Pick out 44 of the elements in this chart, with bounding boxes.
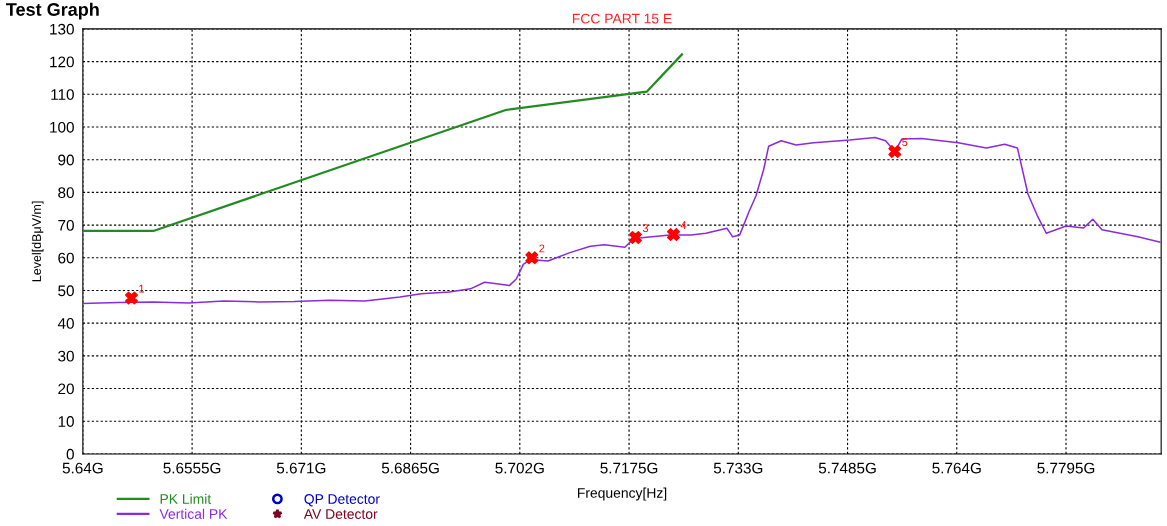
y-tick-label: 0 [66, 448, 74, 460]
y-axis-title: Level[dBμV/m] [31, 201, 44, 282]
y-tick-label: 70 [58, 219, 74, 231]
x-tick-label: 5.7795G [1037, 462, 1095, 474]
annotation: 4 [680, 221, 687, 230]
point [124, 291, 138, 305]
x-tick-label: 5.764G [932, 462, 981, 474]
chart-subtitle: FCC PART 15 E [572, 13, 672, 24]
point [525, 251, 539, 265]
y-tick-label: 50 [58, 285, 74, 297]
x-tick-label: 5.733G [713, 462, 763, 474]
legend-label: QP Detector [304, 494, 380, 507]
y-tick-label: 110 [51, 89, 74, 100]
legend-label: Vertical PK [159, 508, 228, 519]
y-tick-label: 80 [58, 187, 74, 199]
x-tick-label: 5.671G [276, 462, 326, 474]
y-tick-label: 30 [58, 350, 74, 362]
legend-label: AV Detector [303, 509, 378, 519]
x-tick-label: 5.6555G [163, 462, 221, 474]
y-tick-label: 40 [57, 318, 74, 329]
annotation: 3 [642, 224, 649, 233]
annotation: 5 [902, 138, 908, 147]
x-tick-label: 5.702G [495, 462, 544, 474]
legend-label: PK Limit [160, 493, 212, 504]
y-tick-label: 100 [50, 121, 74, 133]
chart-title: Test Graph [6, 2, 99, 20]
x-axis-title: Frequency[Hz] [578, 487, 667, 501]
point [888, 145, 902, 159]
y-tick-label: 130 [50, 23, 74, 35]
x-tick-label: 5.64G [62, 462, 103, 474]
y-tick-label: 120 [50, 56, 74, 68]
point [628, 231, 642, 245]
x-tick-label: 5.6865G [381, 462, 439, 474]
line-series [82, 136, 1161, 305]
point [666, 228, 680, 242]
x-tick-label: 5.7175G [600, 462, 658, 474]
x-tick-label: 5.7485G [818, 462, 876, 474]
annotation: 2 [539, 244, 545, 253]
y-tick-label: 10 [58, 416, 74, 427]
y-tick-label: 90 [58, 154, 74, 166]
line-series [82, 53, 684, 233]
y-tick-label: 20 [58, 383, 74, 395]
annotation: 1 [139, 284, 145, 293]
y-tick-label: 60 [58, 252, 74, 264]
